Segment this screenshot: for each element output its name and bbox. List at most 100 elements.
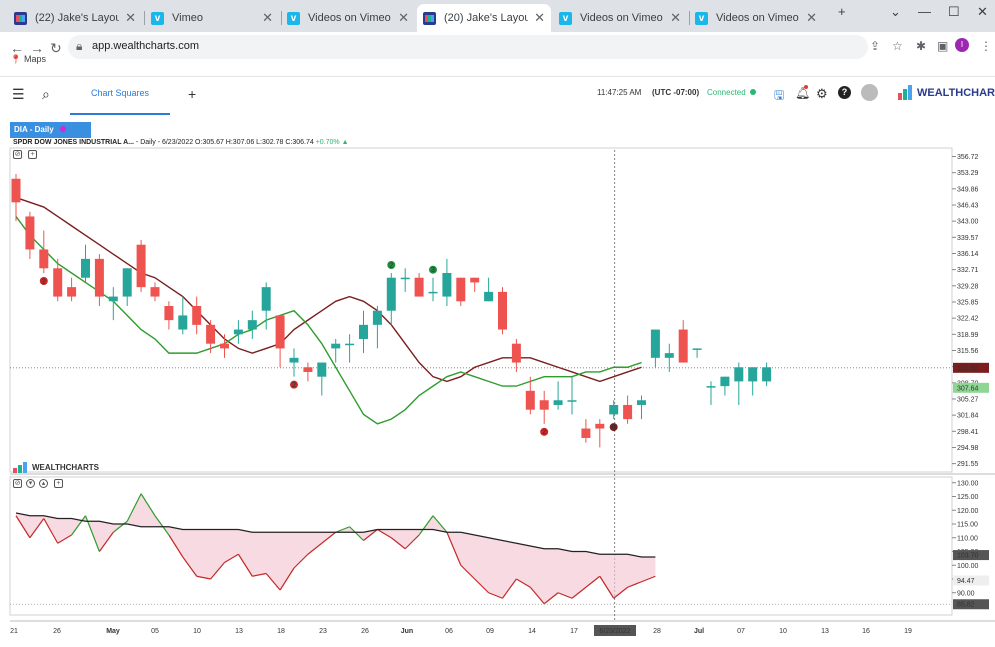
indicator-line-segment: [57, 534, 72, 544]
indicator-line-segment: [432, 515, 448, 533]
browser-tab[interactable]: (22) Jake's Layout (1) - Wea ✕: [8, 4, 142, 32]
price-tick-label: 349.86: [957, 186, 979, 193]
price-tick-label: 339.57: [957, 235, 979, 242]
add-tab-icon[interactable]: +: [188, 86, 197, 102]
side-panel-icon[interactable]: ▣: [937, 39, 949, 53]
price-legend: SPDR DOW JONES INDUSTRIAL A... - Daily -…: [13, 139, 349, 146]
url-text[interactable]: app.wealthcharts.com: [92, 40, 199, 52]
indicator-line-segment: [641, 575, 656, 583]
price-tick-label: 322.42: [957, 316, 979, 323]
symbol-color-dot-icon: [59, 126, 66, 132]
price-tick-label: 305.27: [957, 396, 979, 403]
extensions-icon[interactable]: ✱: [916, 39, 927, 53]
search-icon[interactable]: ⌕: [42, 86, 50, 102]
indicator-line-segment: [210, 562, 225, 580]
signal-marker: [540, 427, 549, 436]
expand-panel-icon[interactable]: +: [28, 150, 37, 159]
browser-menu-icon[interactable]: ⋮: [980, 39, 992, 53]
candle-body: [456, 277, 466, 302]
forward-icon[interactable]: →: [30, 40, 44, 56]
browser-tab-title: Videos on Vimeo: [308, 12, 391, 24]
browser-tab[interactable]: (20) Jake's Layout (1) - Wea ✕: [417, 4, 551, 32]
close-tab-icon[interactable]: ✕: [670, 10, 681, 25]
browser-tab[interactable]: v Vimeo ✕: [145, 4, 279, 32]
indicator-line-segment: [126, 493, 142, 522]
browser-tab[interactable]: v Videos on Vimeo ✕: [553, 4, 687, 32]
time-axis-label: 16: [862, 628, 870, 635]
candle-body: [498, 291, 507, 330]
close-tab-icon[interactable]: ✕: [262, 10, 273, 25]
bookmark-maps[interactable]: 📍︎ Maps: [10, 54, 46, 64]
help-icon[interactable]: ?: [838, 86, 851, 99]
time-axis-label: 21: [10, 628, 18, 635]
indicator-line-segment: [98, 531, 114, 552]
time-axis-label: 13: [821, 628, 829, 635]
vimeo-favicon-icon: v: [559, 11, 572, 25]
share-icon[interactable]: ⇪: [870, 39, 881, 53]
indicator-line-segment: [307, 542, 323, 555]
price-tick-label: 315.56: [957, 348, 979, 355]
indicator-tick-label: 120.00: [957, 508, 979, 515]
omnibox[interactable]: [68, 35, 868, 59]
time-axis-label: 26: [361, 628, 369, 635]
close-tab-icon[interactable]: ✕: [534, 10, 545, 25]
time-axis-label: 18: [277, 628, 285, 635]
last-price-label: 307.64: [957, 385, 979, 392]
indicator-value-box: [953, 575, 989, 586]
signal-marker-label: 5: [612, 424, 616, 431]
close-tab-icon[interactable]: ✕: [398, 10, 409, 25]
hide-study-icon[interactable]: ⊘: [13, 150, 22, 159]
indicator-hide-icon[interactable]: ⊘: [13, 479, 22, 488]
hamburger-menu-icon[interactable]: ☰: [12, 86, 25, 102]
save-icon[interactable]: 🖫: [774, 88, 785, 102]
address-bar-row: ← → ↻ 🔒︎ app.wealthcharts.com ⇪ ☆ ✱ ▣ I …: [0, 32, 995, 76]
new-tab-button[interactable]: +: [838, 4, 846, 19]
indicator-line-segment: [502, 578, 517, 599]
time-axis-label: Jul: [694, 628, 704, 635]
time-axis-label: 07: [737, 628, 745, 635]
candle-body: [567, 400, 577, 402]
close-tab-icon[interactable]: ✕: [806, 10, 817, 25]
candle-body: [553, 400, 563, 405]
indicator-value-label: 103.70: [957, 553, 979, 560]
symbol-tag[interactable]: DIA - Daily: [10, 122, 91, 138]
time-axis-label: 17: [570, 628, 578, 635]
signal-marker-label: 2: [42, 278, 46, 285]
browser-tab[interactable]: v Videos on Vimeo ✕: [689, 4, 823, 32]
back-icon[interactable]: ←: [10, 40, 24, 56]
timezone[interactable]: (UTC -07:00): [652, 88, 700, 97]
indicator-line-segment: [377, 528, 392, 539]
signal-marker: [429, 265, 437, 274]
candle-body: [525, 390, 535, 410]
tab-search-icon[interactable]: ⌄: [890, 4, 901, 19]
tab-separator: [281, 11, 282, 25]
settings-gear-icon[interactable]: ⚙︎: [816, 86, 828, 101]
indicator-line-segment: [321, 531, 337, 544]
indicator-line-segment: [460, 564, 476, 580]
bookmark-star-icon[interactable]: ☆: [892, 39, 903, 53]
indicator-line-segment: [585, 575, 601, 588]
time-axis-label: 10: [193, 628, 201, 635]
app-header: ☰ ⌕ Chart Squares + 11:47:25 AM (UTC -07…: [0, 76, 995, 115]
browser-tab[interactable]: v Videos on Vimeo ✕: [281, 4, 415, 32]
indicator-up-icon[interactable]: ▴: [39, 479, 48, 488]
close-window-icon[interactable]: ✕: [977, 4, 988, 19]
indicator-expand-icon[interactable]: +: [54, 479, 63, 488]
crosshair-date-box: [594, 625, 636, 636]
slow-moving-average-line: [15, 196, 642, 383]
close-tab-icon[interactable]: ✕: [125, 10, 136, 25]
indicator-down-icon[interactable]: ▾: [26, 479, 35, 488]
price-pane-frame: [9, 147, 953, 473]
reload-icon[interactable]: ↻: [50, 40, 62, 56]
minimize-icon[interactable]: —: [918, 4, 931, 19]
alerts-bell-icon[interactable]: 🔔︎: [795, 86, 811, 100]
user-avatar-icon[interactable]: [861, 84, 878, 101]
maximize-icon[interactable]: ☐: [948, 4, 960, 19]
candle-body: [664, 353, 674, 358]
price-tick-label: 332.71: [957, 267, 979, 274]
profile-avatar[interactable]: I: [955, 38, 969, 52]
candle-body: [150, 287, 160, 297]
tab-chart-squares[interactable]: Chart Squares: [70, 77, 170, 115]
time-axis-label: 05: [151, 628, 159, 635]
